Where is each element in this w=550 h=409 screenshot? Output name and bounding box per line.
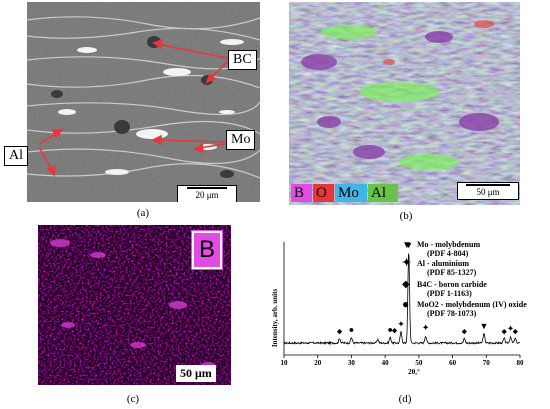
xrd-pattern-line: [283, 253, 521, 346]
diamond-marker-icon: ◆: [462, 327, 468, 335]
caption-d: (d): [398, 393, 412, 405]
star-icon: ✦: [402, 257, 412, 269]
legend-al-line1: Al - aluminium: [417, 259, 470, 268]
legend-mo-line1: Mo - molybdenum: [417, 240, 481, 249]
diamond-marker-icon: ◆: [501, 327, 507, 335]
star-marker-icon: ✦: [422, 323, 430, 333]
xrd-x-axis-label: 2θ,°: [408, 368, 420, 376]
label-al: Al: [4, 146, 28, 166]
triangle-marker-icon: ▼: [404, 240, 413, 250]
element-b: B: [291, 184, 312, 202]
element-mo: Mo: [335, 184, 367, 202]
caption-b: (b): [399, 210, 413, 222]
diamond-marker-icon: ◆: [513, 327, 519, 335]
legend-b4c-line1: B4C - boron carbide: [417, 280, 487, 289]
caption-c: (c): [126, 393, 140, 405]
label-mo: Mo: [226, 130, 256, 150]
triangle-icon: ▼: [402, 240, 412, 251]
circle-marker-icon: ●: [387, 324, 392, 334]
legend-moo2-line2: (PDF 78-1073): [427, 309, 477, 318]
scale-bar-b-label: 50 μm: [476, 187, 500, 197]
boron-map: [38, 225, 231, 385]
legend-entry-moo2: ● MoO2 - molybdenum (IV) oxide (PDF 78-1…: [402, 297, 527, 318]
eds-composite-map: B O Mo Al 50 μm: [289, 2, 520, 205]
caption-a: (a): [136, 207, 150, 219]
element-o: O: [313, 184, 334, 202]
element-legend-bar: B O Mo Al: [291, 184, 409, 202]
legend-entry-mo: ▼ Mo - molybdenum (PDF 4-804): [402, 240, 480, 258]
diamond-marker-icon: ◆: [337, 327, 343, 335]
element-al: Al: [368, 184, 398, 202]
legend-entry-al: ✦ Al - aluminium (PDF 85-1327): [402, 257, 477, 278]
legend-b4c-line2: (PDF 1-1163): [427, 289, 472, 298]
xrd-axes: [283, 242, 520, 356]
legend-entry-b4c: ◆ B4C - boron carbide (PDF 1-1163): [402, 279, 487, 299]
legend-moo2-line1: MoO2 - molybdenum (IV) oxide: [417, 300, 527, 309]
xrd-tick-label: 50: [415, 359, 423, 367]
xrd-tick-label: 70: [483, 359, 491, 367]
xrd-tick-label: 20: [314, 359, 322, 367]
legend-mo-line2: (PDF 4-804): [427, 249, 469, 258]
xrd-tick-label: 40: [382, 359, 390, 367]
legend-al-line2: (PDF 85-1327): [427, 268, 477, 277]
scale-bar-a-label: 20 μm: [195, 190, 219, 200]
circle-icon: ●: [402, 297, 410, 311]
label-bc: BC: [228, 50, 257, 70]
xrd-tick-label: 30: [348, 359, 356, 367]
scale-bar-c: 50 μm: [176, 365, 216, 382]
triangle-marker-icon: ▼: [479, 321, 488, 331]
xrd-tick-label: 10: [281, 359, 289, 367]
xrd-y-axis-label: Intensity, arb. units: [271, 289, 279, 348]
star-marker-icon: ✦: [397, 319, 405, 329]
xrd-tick-label: 80: [517, 359, 525, 367]
xrd-x-ticks: 10 20 30 40 50 60 70 80: [281, 355, 525, 367]
diamond-marker-icon: ◆: [392, 326, 398, 334]
circle-marker-icon: ●: [349, 324, 354, 334]
boron-label: B: [191, 230, 223, 270]
star-marker-icon: ✦: [507, 324, 515, 334]
diamond-icon: ◆: [402, 279, 410, 290]
xrd-chart: 10 20 30 40 50 60 70 80 ▼ ▼ ✦ ✦ ✦ ◆ ◆ ◆ ◆ ◆ ● ● Intensity,…: [262, 238, 547, 378]
sem-image: 20 μm: [27, 2, 260, 202]
xrd-tick-label: 60: [449, 359, 457, 367]
scale-bar-a: 20 μm: [177, 185, 237, 202]
scale-bar-b: 50 μm: [457, 182, 519, 200]
xrd-peak-markers: ▼▼✦ ✦ ✦◆ ◆ ◆ ◆ ◆● ●: [337, 240, 519, 335]
